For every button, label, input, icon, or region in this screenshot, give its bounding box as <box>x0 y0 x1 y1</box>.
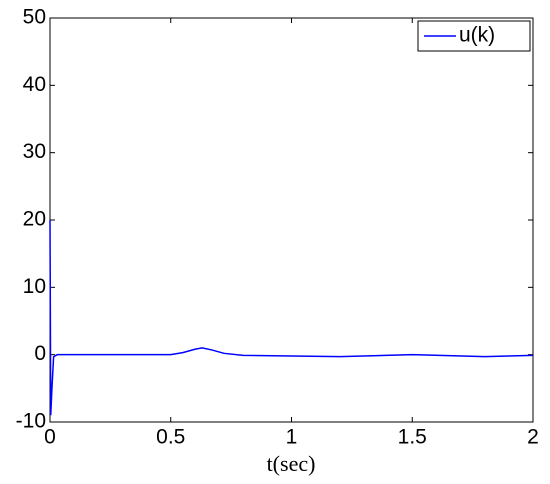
x-tick-label: 1 <box>286 426 298 449</box>
y-tick-label: 40 <box>23 73 46 96</box>
x-tick-label: 0.5 <box>156 426 185 449</box>
plot-frame <box>49 17 534 423</box>
y-tick-label: 10 <box>23 275 46 298</box>
x-tick-label: 0 <box>44 426 56 449</box>
x-tick-label: 1.5 <box>398 426 427 449</box>
x-axis-label: t(sec) <box>267 451 316 476</box>
y-tick-label: 0 <box>34 342 46 365</box>
data-line <box>49 219 534 416</box>
legend-label: u(k) <box>459 24 495 47</box>
y-tick-label: 30 <box>23 140 46 163</box>
y-tick-label: 20 <box>23 208 46 231</box>
y-tick-label: -10 <box>16 410 46 433</box>
y-tick-label: 50 <box>23 6 46 29</box>
x-tick-label: 2 <box>527 426 539 449</box>
